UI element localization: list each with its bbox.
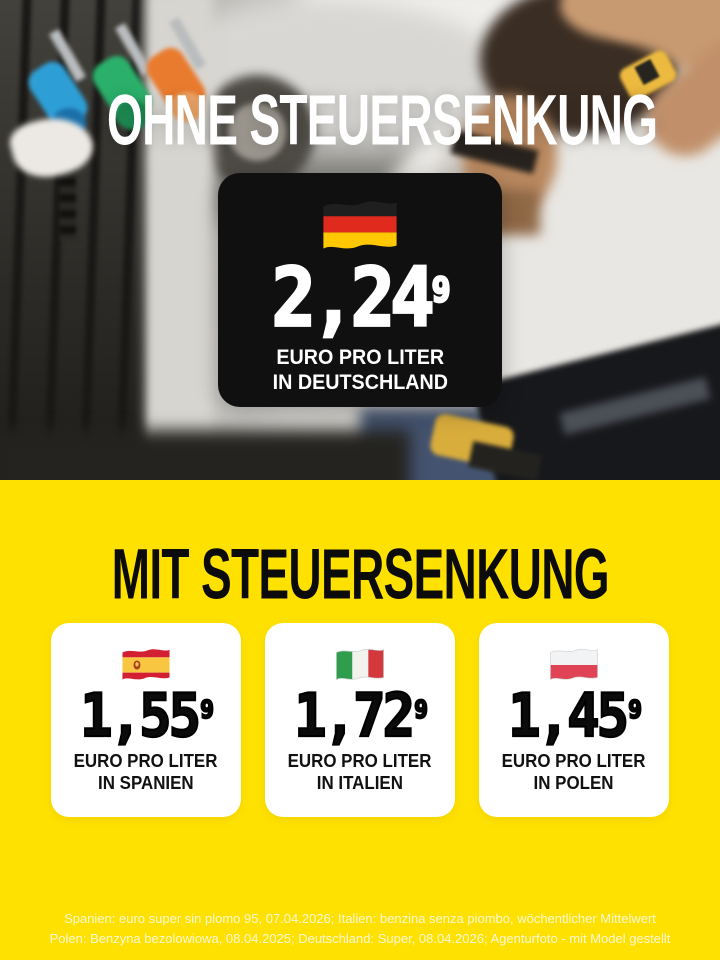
spain-price: 1,559 bbox=[79, 685, 215, 747]
footnote-line-2: Polen: Benzyna bezolowiowa, 08.04.2025; … bbox=[49, 930, 671, 946]
bottom-headline: MIT STEUERSENKUNG bbox=[0, 538, 720, 610]
price-value: 1,45 bbox=[507, 680, 630, 751]
price-superscript: 9 bbox=[199, 695, 215, 725]
top-headline-text: OHNE STEUERSENKUNG bbox=[107, 79, 658, 161]
price-card-spain: 1,559 EURO PRO LITER IN SPANIEN bbox=[51, 623, 241, 817]
poland-flag-icon bbox=[549, 647, 599, 683]
germany-flag-icon bbox=[321, 199, 399, 253]
label-line-1: EURO PRO LITER bbox=[74, 751, 218, 771]
italy-price: 1,729 bbox=[293, 685, 429, 747]
bottom-headline-text: MIT STEUERSENKUNG bbox=[111, 533, 609, 615]
label-line-2: IN POLEN bbox=[534, 772, 614, 793]
price-value: 1,72 bbox=[293, 680, 416, 751]
photo-wheel-rim bbox=[228, 103, 286, 161]
photo-section: OHNE STEUERSENKUNG 2,249 EURO PRO LITER … bbox=[0, 0, 720, 480]
price-value: 2,24 bbox=[270, 250, 436, 346]
photo-nozzle-cap bbox=[116, 100, 150, 130]
italy-flag-icon bbox=[335, 647, 385, 683]
label-line-2: IN SPANIEN bbox=[98, 772, 194, 793]
country-cards-row: 1,559 EURO PRO LITER IN SPANIEN bbox=[51, 623, 669, 817]
top-headline: OHNE STEUERSENKUNG bbox=[0, 84, 720, 156]
price-card-italy: 1,729 EURO PRO LITER IN ITALIEN bbox=[265, 623, 455, 817]
price-value: 1,55 bbox=[79, 680, 202, 751]
germany-price-card: 2,249 EURO PRO LITER IN DEUTSCHLAND bbox=[218, 173, 502, 407]
spain-price-label: EURO PRO LITER IN SPANIEN bbox=[69, 751, 222, 794]
yellow-section: MIT STEUERSENKUNG 1,559 bbox=[0, 480, 720, 960]
label-line-1: EURO PRO LITER bbox=[502, 751, 646, 771]
price-superscript: 9 bbox=[431, 270, 452, 310]
poland-price-label: EURO PRO LITER IN POLEN bbox=[497, 751, 650, 794]
price-superscript: 9 bbox=[627, 695, 643, 725]
label-line-2: IN ITALIEN bbox=[316, 772, 404, 793]
label-line-1: EURO PRO LITER bbox=[288, 751, 432, 771]
label-line-1: EURO PRO LITER bbox=[276, 346, 444, 369]
germany-price: 2,249 bbox=[270, 256, 452, 340]
source-footnote: Spanien: euro super sin plomo 95, 07.04.… bbox=[0, 909, 720, 948]
price-superscript: 9 bbox=[413, 695, 429, 725]
poland-price: 1,459 bbox=[507, 685, 643, 747]
footnote-line-1: Spanien: euro super sin plomo 95, 07.04.… bbox=[64, 911, 656, 926]
italy-price-label: EURO PRO LITER IN ITALIEN bbox=[283, 751, 436, 794]
price-card-poland: 1,459 EURO PRO LITER IN POLEN bbox=[479, 623, 669, 817]
photo-nozzle-cap bbox=[170, 92, 204, 122]
spain-flag-icon bbox=[121, 647, 171, 683]
photo-floor-shadow bbox=[0, 430, 410, 480]
germany-price-label: EURO PRO LITER IN DEUTSCHLAND bbox=[267, 345, 454, 395]
label-line-2: IN DEUTSCHLAND bbox=[272, 371, 448, 395]
